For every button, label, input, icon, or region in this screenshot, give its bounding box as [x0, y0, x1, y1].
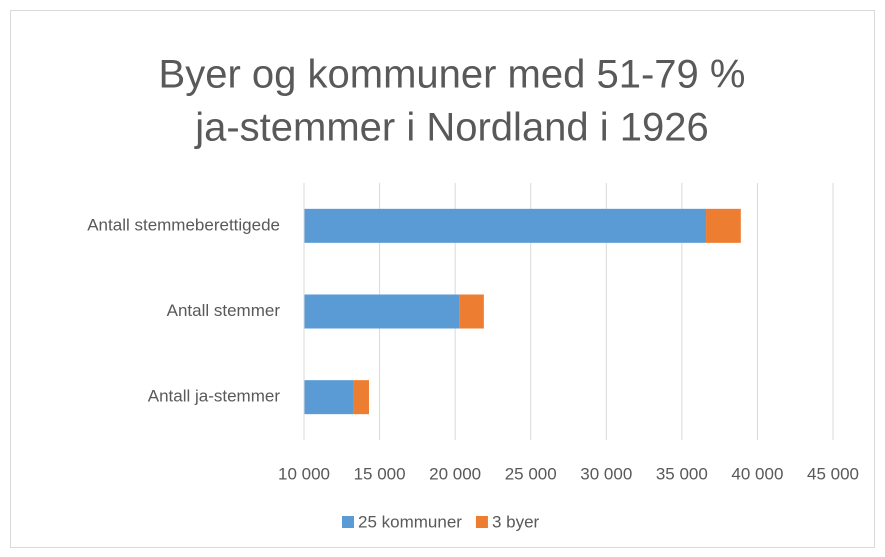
x-tick-label: 15 000 — [354, 464, 406, 483]
bar-segment — [304, 294, 460, 329]
x-tick-label: 20 000 — [429, 464, 481, 483]
y-tick-label: Antall stemmeberettigede — [87, 215, 280, 234]
x-tick-label: 10 000 — [278, 464, 330, 483]
bar-segment — [304, 380, 354, 415]
x-tick-label: 25 000 — [505, 464, 557, 483]
x-tick-label: 30 000 — [580, 464, 632, 483]
chart-border — [10, 10, 875, 548]
x-tick-label: 45 000 — [807, 464, 859, 483]
legend-swatch — [342, 516, 354, 528]
bar-segment — [706, 208, 741, 243]
bar-segment — [304, 208, 707, 243]
y-tick-label: Antall stemmer — [167, 301, 281, 320]
bar-segment — [353, 380, 369, 415]
legend-label: 3 byer — [492, 512, 540, 531]
bar-segment — [459, 294, 484, 329]
y-tick-label: Antall ja-stemmer — [148, 387, 281, 406]
x-tick-label: 35 000 — [656, 464, 708, 483]
legend-label: 25 kommuner — [358, 512, 462, 531]
legend-swatch — [475, 516, 488, 528]
chart-title: Byer og kommuner med 51-79 % — [159, 53, 746, 97]
x-tick-label: 40 000 — [731, 464, 783, 483]
chart-title: ja-stemmer i Nordland i 1926 — [194, 106, 709, 150]
